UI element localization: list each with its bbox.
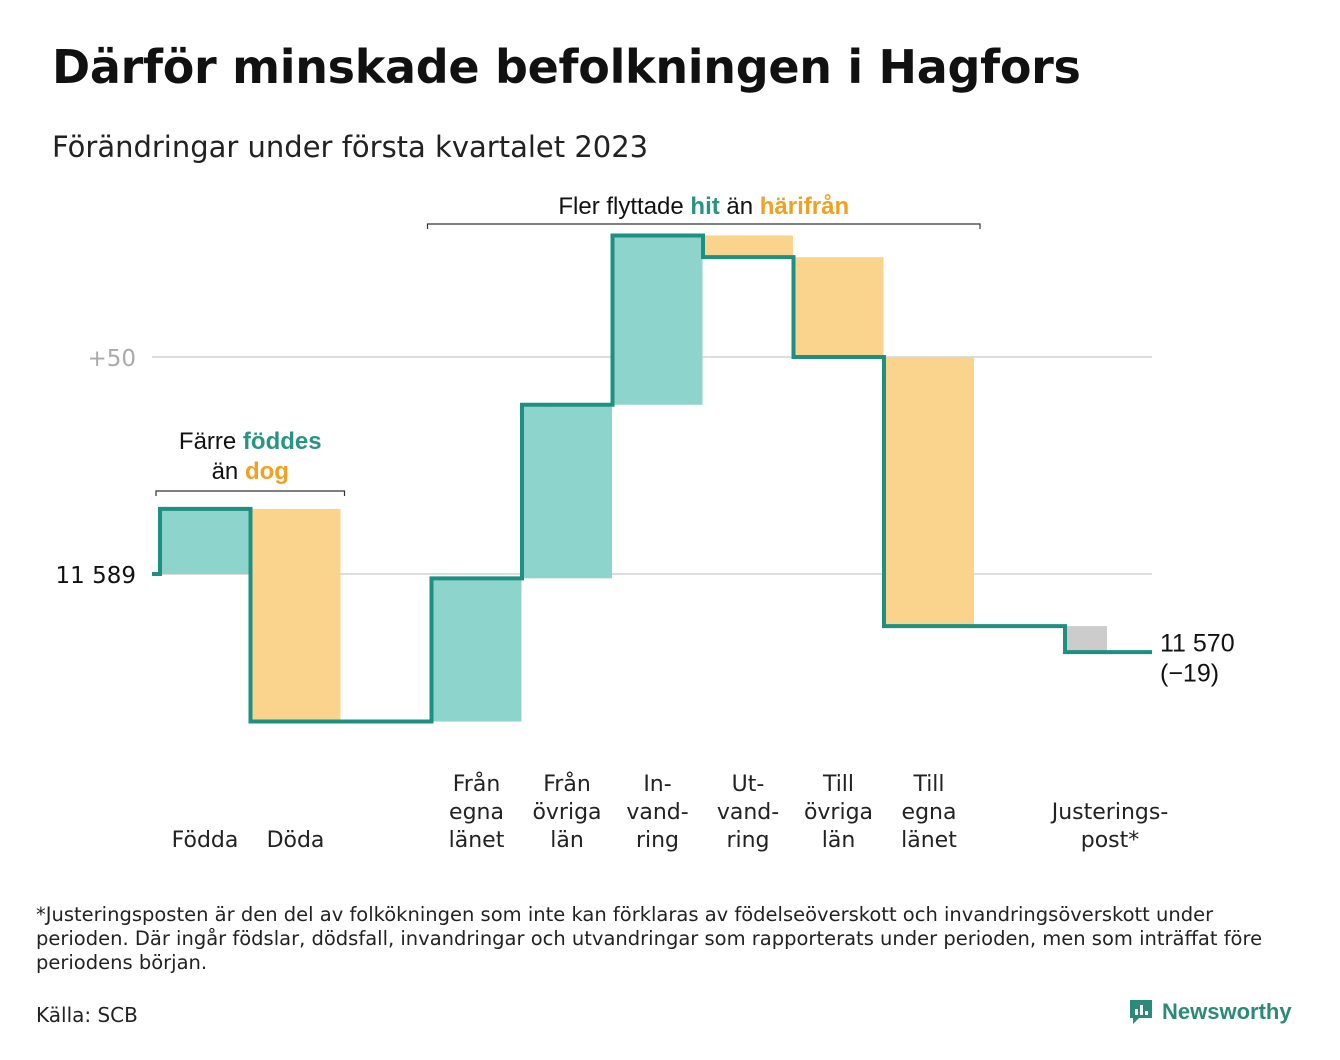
bar-0 — [160, 508, 250, 574]
annotation-migration-text: Fler flyttade hit än härifrån — [558, 193, 849, 220]
category-label-8: Justerings-post* — [1050, 800, 1169, 853]
category-label-3: Från övriga län — [532, 771, 601, 853]
annotation-births-text: Färre föddes än dog — [179, 428, 322, 485]
brand-logo: Newsworthy — [1128, 998, 1292, 1026]
bar-8 — [1067, 626, 1107, 653]
waterfall-step-line — [152, 233, 1152, 724]
category-label-0: Födda — [172, 828, 239, 853]
waterfall-chart: 11 589 +50 Födda Döda Från egna länet Från övri… — [56, 193, 1235, 853]
brand-name: Newsworthy — [1162, 999, 1292, 1024]
category-label-1: Döda — [267, 828, 325, 853]
bar-6 — [793, 257, 884, 357]
category-labels: Födda Döda Från egna länet Från övriga län In-va… — [172, 771, 1169, 853]
newsworthy-logo-icon — [1130, 1000, 1152, 1024]
bar-7 — [884, 357, 974, 627]
category-label-5: Ut-vand-ring — [717, 772, 779, 853]
y-tick-label-1: +50 — [87, 346, 136, 372]
category-label-6: Till övriga län — [804, 772, 873, 853]
chart-title: Därför minskade befolkningen i Hagfors — [52, 40, 1081, 94]
step-line — [152, 233, 1152, 724]
category-label-4: In-vand-ring — [626, 772, 688, 853]
annotations: 11 570 (−19) Fler flyttade hit än härifrån… — [155, 193, 1235, 687]
annotation-births-bracket — [155, 490, 346, 496]
bar-5 — [703, 235, 793, 258]
category-label-2: Från egna länet — [449, 771, 505, 853]
end-value-label: 11 570 (−19) — [1160, 629, 1235, 687]
y-tick-label-0: 11 589 — [56, 563, 136, 589]
bar-4 — [612, 235, 703, 405]
bar-1 — [250, 508, 341, 722]
bar-2 — [431, 578, 522, 722]
bar-3 — [522, 404, 612, 579]
category-label-7: Till egna länet — [901, 772, 957, 853]
annotation-migration-bracket — [426, 223, 981, 229]
chart-subtitle: Förändringar under första kvartalet 2023 — [52, 130, 649, 164]
footnote: *Justeringsposten är den del av folkökni… — [36, 903, 1263, 974]
source-label: Källa: SCB — [36, 1003, 138, 1027]
bars — [160, 235, 1107, 722]
